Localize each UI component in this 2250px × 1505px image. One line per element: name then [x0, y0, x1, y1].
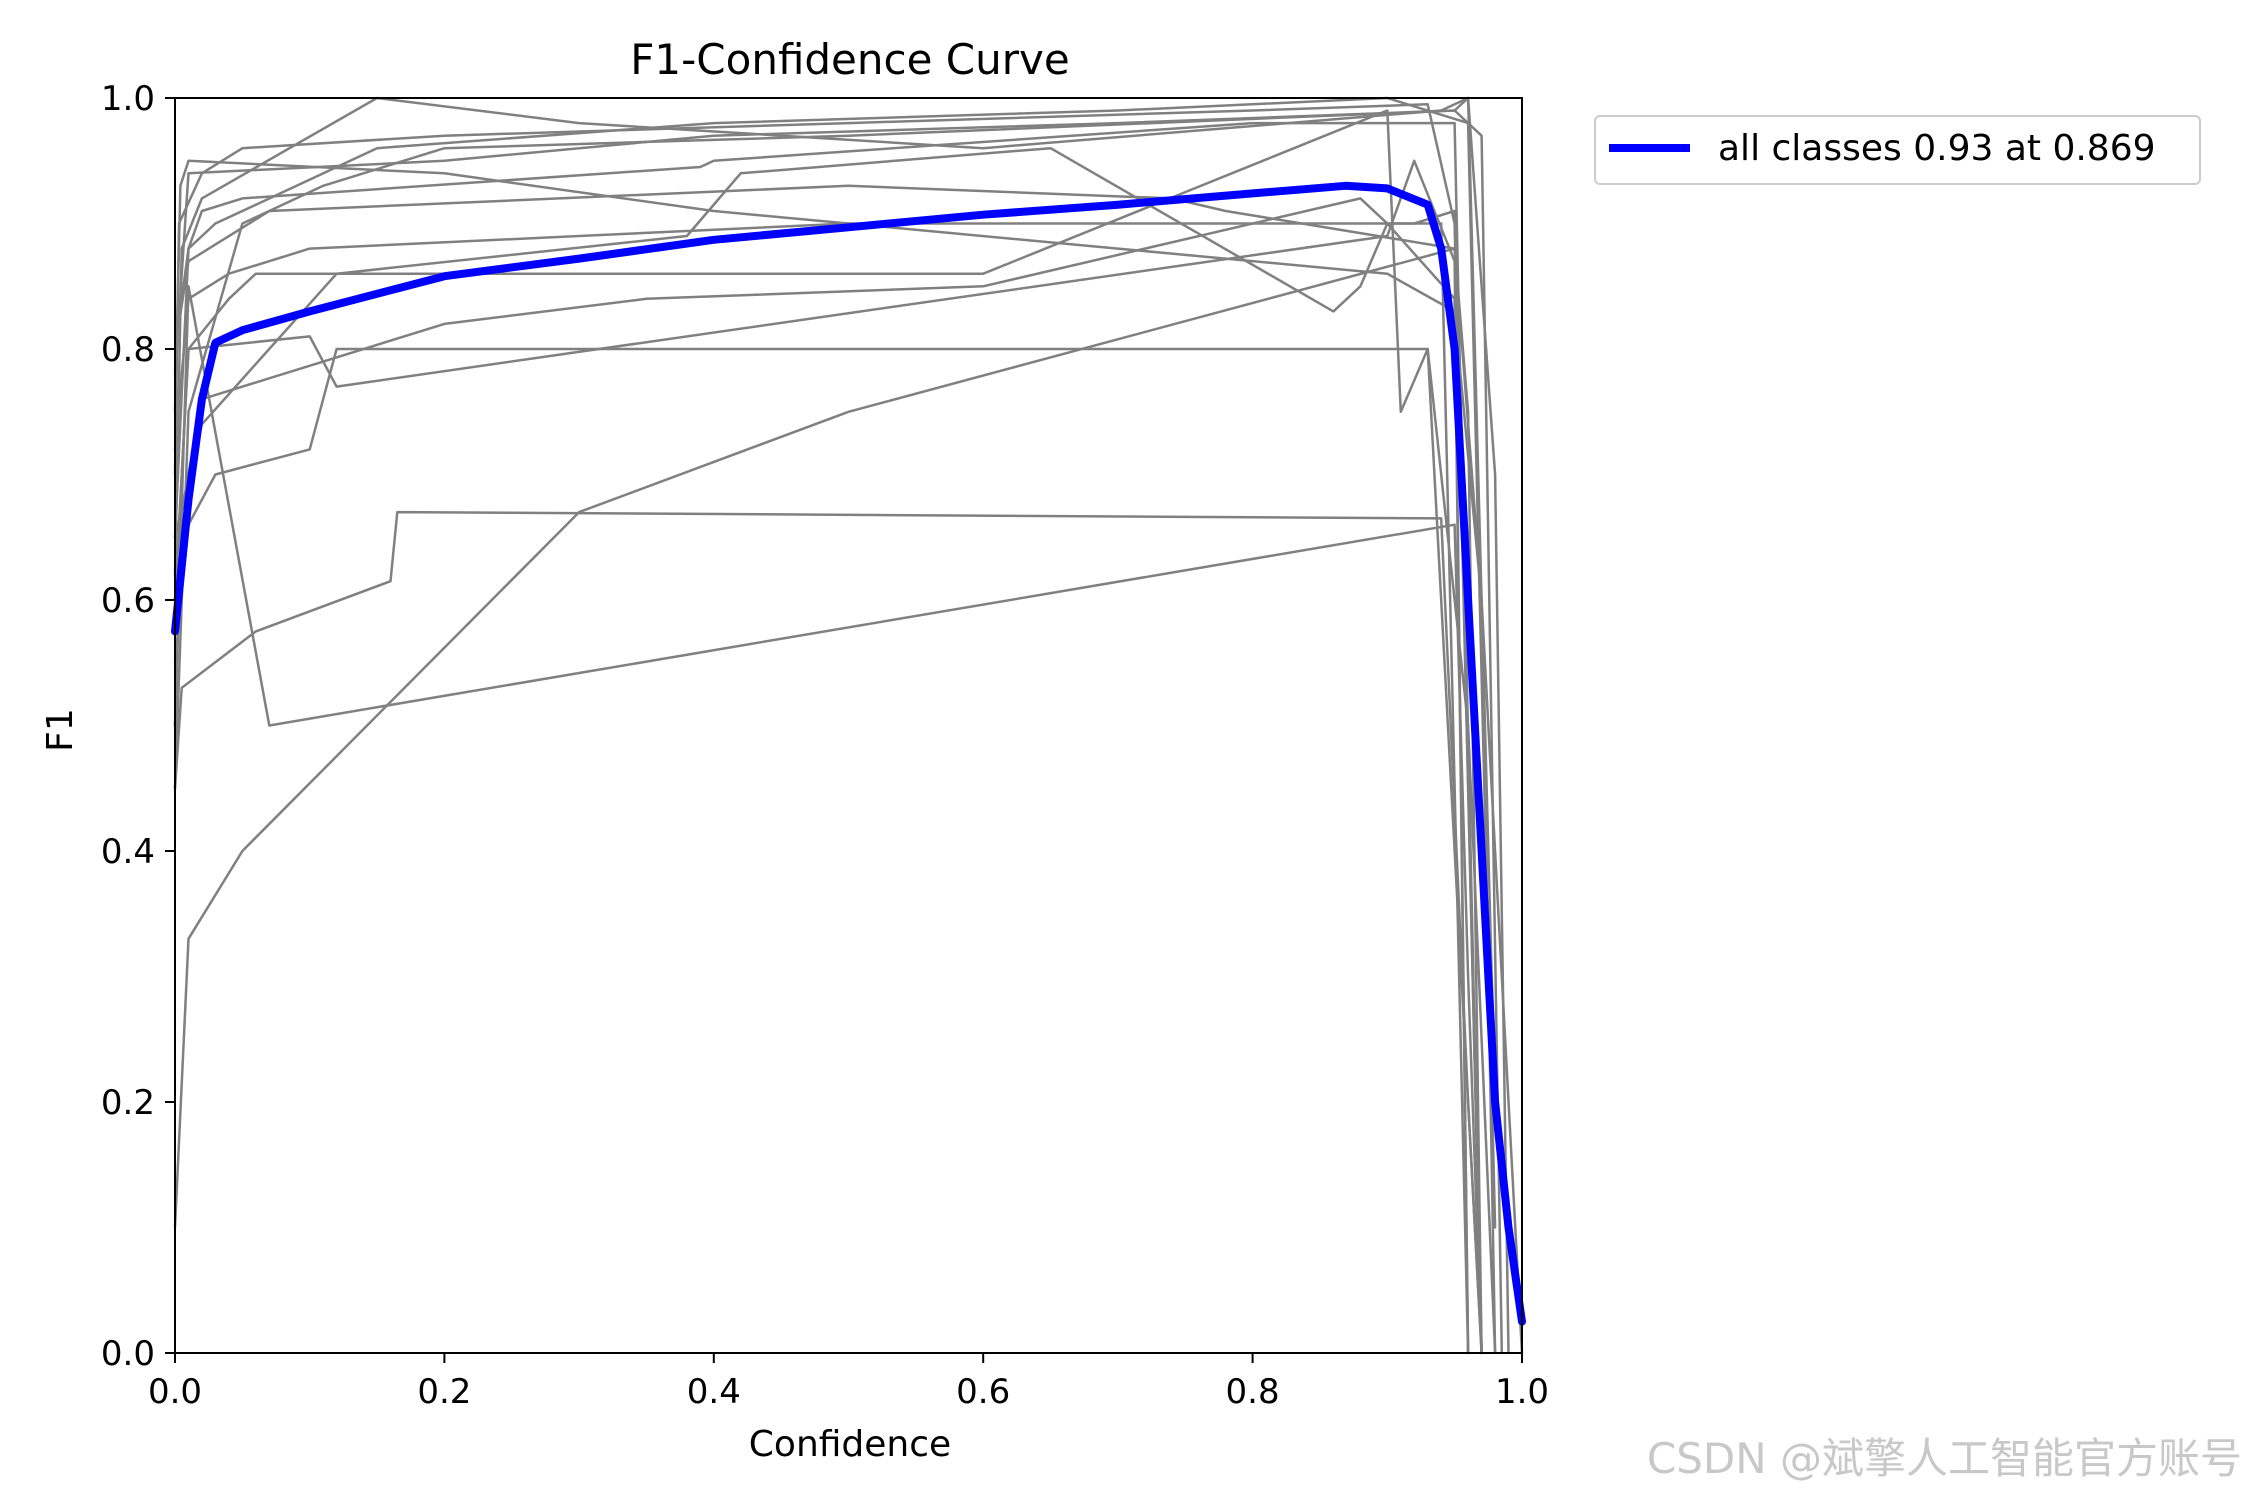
- series-line-all-classes: [171, 181, 1526, 1326]
- series-line-class-10: [173, 96, 1497, 1104]
- legend: all classes 0.93 at 0.869: [1594, 115, 2201, 185]
- y-tick-label: 0.8: [101, 330, 155, 370]
- x-tick-label: 0.6: [956, 1372, 1010, 1412]
- series-line-class-5: [173, 159, 1470, 1355]
- x-tick-label: 0.8: [1226, 1372, 1280, 1412]
- series-line-class-11: [173, 209, 1483, 1355]
- y-tick-label: 1.0: [101, 79, 155, 119]
- series-line-class-17: [173, 109, 1504, 1355]
- x-tick-label: 0.4: [687, 1372, 741, 1412]
- legend-label-all-classes: all classes 0.93 at 0.869: [1718, 128, 2156, 169]
- y-tick-label: 0.4: [101, 832, 155, 872]
- series-line-class-2: [173, 285, 1483, 1355]
- x-ticks-group: 0.0 0.2 0.4 0.6 0.8 1.0: [148, 1353, 1549, 1412]
- x-axis-label: Confidence: [749, 1424, 951, 1465]
- x-tick-label: 0.0: [148, 1372, 202, 1412]
- x-tick-label: 1.0: [1495, 1372, 1549, 1412]
- series-line-class-4: [173, 347, 1497, 1355]
- y-axis-label: F1: [40, 708, 81, 752]
- chart-title: F1-Confidence Curve: [630, 35, 1069, 84]
- plot-frame: [174, 97, 1523, 1354]
- legend-box: [1594, 115, 2201, 185]
- y-tick-label: 0.2: [101, 1083, 155, 1123]
- y-ticks-group: 0.0 0.2 0.4 0.6 0.8 1.0: [101, 79, 175, 1374]
- y-tick-label: 0.0: [101, 1334, 155, 1374]
- y-tick-label: 0.6: [101, 581, 155, 621]
- series-line-class-15: [173, 146, 1470, 1355]
- series-line-class-14: [173, 103, 1483, 1355]
- x-tick-label: 0.2: [417, 1372, 471, 1412]
- all-classes-curve-group: [171, 181, 1526, 1326]
- series-line-class-16: [173, 109, 1483, 1355]
- watermark: CSDN @斌擎人工智能官方账号: [1646, 1434, 2242, 1483]
